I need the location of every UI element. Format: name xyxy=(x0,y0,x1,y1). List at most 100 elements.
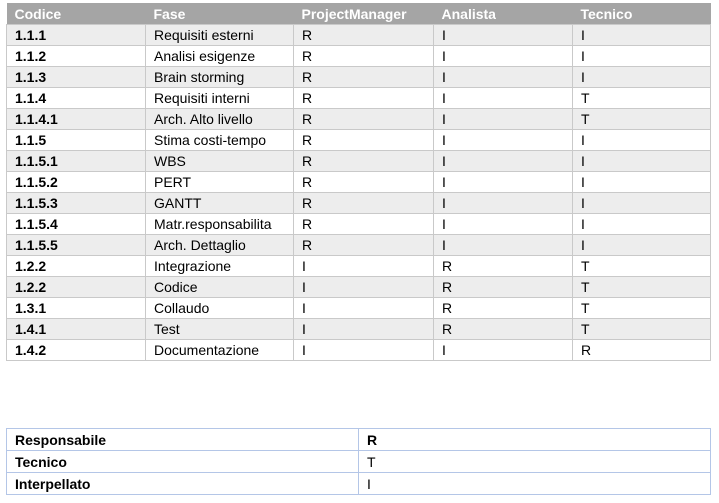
cell-codice: 1.2.2 xyxy=(6,276,146,298)
legend-value: I xyxy=(358,472,711,495)
cell-fase: Test xyxy=(145,318,294,340)
cell-analista: R xyxy=(433,255,573,277)
cell-fase: Arch. Alto livello xyxy=(145,108,294,130)
cell-fase: Documentazione xyxy=(145,339,294,361)
cell-analista: I xyxy=(433,192,573,214)
legend-row: Tecnico T xyxy=(6,450,711,473)
legend-row: Responsabile R xyxy=(6,428,711,451)
table-row: 1.1.5.5 Arch. Dettaglio R I I xyxy=(6,234,711,256)
cell-fase: Requisiti interni xyxy=(145,87,294,109)
cell-analista: I xyxy=(433,234,573,256)
cell-fase: GANTT xyxy=(145,192,294,214)
cell-tecnico: I xyxy=(572,192,711,214)
cell-codice: 1.1.4 xyxy=(6,87,146,109)
table-row: 1.1.4.1 Arch. Alto livello R I T xyxy=(6,108,711,130)
cell-analista: I xyxy=(433,87,573,109)
table-row: 1.1.4 Requisiti interni R I T xyxy=(6,87,711,109)
cell-project-manager: I xyxy=(293,318,434,340)
cell-project-manager: R xyxy=(293,66,434,88)
cell-fase: Matr.responsabilita xyxy=(145,213,294,235)
cell-analista: I xyxy=(433,171,573,193)
cell-project-manager: I xyxy=(293,339,434,361)
header-project-manager: ProjectManager xyxy=(293,3,434,25)
cell-analista: I xyxy=(433,24,573,46)
cell-fase: WBS xyxy=(145,150,294,172)
cell-fase: Codice xyxy=(145,276,294,298)
cell-tecnico: T xyxy=(572,108,711,130)
cell-analista: I xyxy=(433,129,573,151)
cell-codice: 1.1.3 xyxy=(6,66,146,88)
cell-tecnico: T xyxy=(572,255,711,277)
legend-label: Interpellato xyxy=(6,472,359,495)
header-tecnico: Tecnico xyxy=(572,3,711,25)
table-row: 1.1.5.1 WBS R I I xyxy=(6,150,711,172)
table-row: 1.4.2 Documentazione I I R xyxy=(6,339,711,361)
cell-project-manager: R xyxy=(293,87,434,109)
cell-tecnico: I xyxy=(572,213,711,235)
cell-analista: I xyxy=(433,339,573,361)
cell-tecnico: T xyxy=(572,87,711,109)
header-analista: Analista xyxy=(433,3,573,25)
cell-codice: 1.1.5.1 xyxy=(6,150,146,172)
cell-codice: 1.1.4.1 xyxy=(6,108,146,130)
table-row: 1.2.2 Integrazione I R T xyxy=(6,255,711,277)
table-row: 1.1.5.3 GANTT R I I xyxy=(6,192,711,214)
raci-matrix-table: Codice Fase ProjectManager Analista Tecn… xyxy=(6,3,711,361)
cell-codice: 1.2.2 xyxy=(6,255,146,277)
cell-codice: 1.1.5 xyxy=(6,129,146,151)
cell-tecnico: T xyxy=(572,318,711,340)
cell-project-manager: R xyxy=(293,234,434,256)
table-row: 1.1.1 Requisiti esterni R I I xyxy=(6,24,711,46)
table-row: 1.1.5.2 PERT R I I xyxy=(6,171,711,193)
cell-project-manager: R xyxy=(293,150,434,172)
cell-analista: I xyxy=(433,45,573,67)
cell-project-manager: R xyxy=(293,24,434,46)
cell-codice: 1.1.5.3 xyxy=(6,192,146,214)
cell-analista: I xyxy=(433,213,573,235)
cell-tecnico: I xyxy=(572,24,711,46)
cell-analista: R xyxy=(433,318,573,340)
cell-project-manager: R xyxy=(293,108,434,130)
cell-project-manager: R xyxy=(293,45,434,67)
table-row: 1.3.1 Collaudo I R T xyxy=(6,297,711,319)
cell-fase: PERT xyxy=(145,171,294,193)
legend-table: Responsabile R Tecnico T Interpellato I xyxy=(6,428,711,495)
cell-analista: I xyxy=(433,150,573,172)
legend-label: Responsabile xyxy=(6,428,359,451)
cell-project-manager: I xyxy=(293,297,434,319)
cell-project-manager: I xyxy=(293,255,434,277)
cell-codice: 1.1.5.5 xyxy=(6,234,146,256)
table-row: 1.1.5 Stima costi-tempo R I I xyxy=(6,129,711,151)
cell-codice: 1.4.2 xyxy=(6,339,146,361)
cell-fase: Collaudo xyxy=(145,297,294,319)
table-row: 1.1.2 Analisi esigenze R I I xyxy=(6,45,711,67)
header-codice: Codice xyxy=(6,3,146,25)
legend-table-body: Responsabile R Tecnico T Interpellato I xyxy=(6,428,711,495)
legend-label: Tecnico xyxy=(6,450,359,473)
cell-analista: R xyxy=(433,297,573,319)
cell-fase: Integrazione xyxy=(145,255,294,277)
cell-tecnico: I xyxy=(572,234,711,256)
cell-tecnico: R xyxy=(572,339,711,361)
cell-fase: Arch. Dettaglio xyxy=(145,234,294,256)
cell-codice: 1.1.1 xyxy=(6,24,146,46)
table-row: 1.1.3 Brain storming R I I xyxy=(6,66,711,88)
cell-codice: 1.3.1 xyxy=(6,297,146,319)
table-row: 1.1.5.4 Matr.responsabilita R I I xyxy=(6,213,711,235)
header-fase: Fase xyxy=(145,3,294,25)
cell-codice: 1.1.2 xyxy=(6,45,146,67)
cell-tecnico: T xyxy=(572,297,711,319)
cell-codice: 1.1.5.4 xyxy=(6,213,146,235)
cell-codice: 1.4.1 xyxy=(6,318,146,340)
cell-tecnico: I xyxy=(572,171,711,193)
table-row: 1.4.1 Test I R T xyxy=(6,318,711,340)
cell-fase: Brain storming xyxy=(145,66,294,88)
cell-tecnico: I xyxy=(572,66,711,88)
cell-project-manager: R xyxy=(293,213,434,235)
cell-tecnico: I xyxy=(572,45,711,67)
cell-analista: I xyxy=(433,108,573,130)
cell-analista: I xyxy=(433,66,573,88)
table-row: 1.2.2 Codice I R T xyxy=(6,276,711,298)
legend-value: T xyxy=(358,450,711,473)
raci-table-body: 1.1.1 Requisiti esterni R I I 1.1.2 Analisi es… xyxy=(6,24,711,361)
